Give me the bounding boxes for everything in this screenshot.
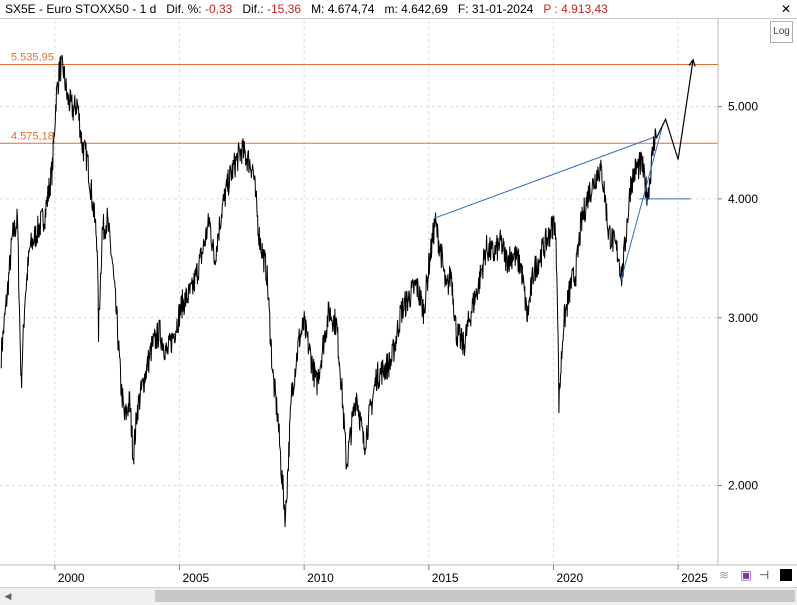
price-label: P : [543,2,558,16]
min-value: 4.642,69 [401,2,448,16]
trendline [620,123,664,282]
y-tick-label: 5.000 [728,100,758,114]
y-tick-label: 3.000 [728,311,758,325]
x-tick-label: 2005 [183,571,210,585]
x-tick-label: 2020 [556,571,583,585]
y-tick-label: 4.000 [728,192,758,206]
trendline [433,137,654,219]
x-tick-label: 2000 [58,571,85,585]
log-scale-button[interactable]: Log [770,21,793,43]
scroll-thumb[interactable] [155,590,795,602]
date-value: 31-01-2024 [471,2,534,16]
x-tick-label: 2015 [432,571,459,585]
projection-path [655,59,694,160]
projection-arrowhead [688,58,696,67]
save-icon[interactable]: ▣ [740,568,752,582]
level-label: 4.575,18 [11,130,54,142]
dif-label: Dif.: [242,2,264,16]
horizontal-scrollbar[interactable]: ◀ [0,587,797,605]
max-value: 4.674,74 [327,2,375,16]
min-label: m: [384,2,398,16]
dif-pct-label: Dif. %: [166,2,202,16]
chart-style-icon[interactable]: ≋ [718,568,730,582]
y-tick-label: 2.000 [728,478,758,492]
price-value: 4.913,43 [561,2,608,16]
color-swatch-icon[interactable] [778,567,794,583]
dif-pct-value: -0,33 [204,2,233,16]
level-label: 5.535,95 [11,51,54,63]
max-label: M: [311,2,325,16]
date-label: F: [457,2,469,16]
instrument-name: Euro STOXX50 [46,2,129,16]
close-icon[interactable]: ✕ [780,2,792,16]
info-bar: SX5E - Euro STOXX50 - 1 d Dif. %: -0,33 … [0,0,797,19]
price-chart: 2.000 3.000 4.000 5.000 2000 2005 2010 2015 2020… [0,19,797,585]
dif-value: -15,36 [267,2,302,16]
x-tick-label: 2025 [681,571,708,585]
scroll-left-icon[interactable]: ◀ [4,591,12,601]
timeframe: 1 d [139,2,157,16]
x-tick-label: 2010 [307,571,334,585]
price-series-line [0,54,657,528]
pin-icon[interactable]: ⊣ [758,568,770,582]
symbol: SX5E [5,2,36,16]
